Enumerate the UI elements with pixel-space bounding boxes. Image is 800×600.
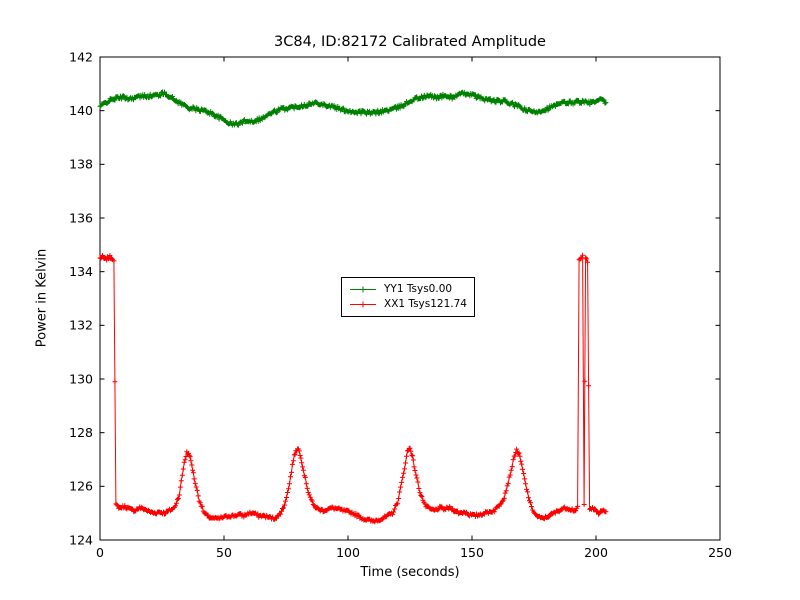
y-tick-label: 124 [69, 532, 93, 547]
series-yy1-markers [97, 89, 609, 128]
legend-entry: YY1 Tsys0.00 [348, 282, 467, 297]
y-tick-label: 140 [69, 103, 93, 118]
x-tick-label: 250 [708, 545, 732, 560]
x-tick-label: 200 [584, 545, 608, 560]
y-tick-label: 132 [69, 318, 93, 333]
y-tick-label: 142 [69, 49, 93, 64]
y-tick-label: 126 [69, 479, 93, 494]
y-tick-label: 128 [69, 425, 93, 440]
y-tick-label: 134 [69, 264, 93, 279]
axes-frame [99, 56, 721, 541]
legend-line-sample [350, 286, 376, 293]
y-tick-label: 136 [69, 210, 93, 225]
legend-entry: XX1 Tsys121.74 [348, 297, 467, 312]
legend: YY1 Tsys0.00 XX1 Tsys121.74 [341, 277, 475, 318]
x-tick-label: 150 [460, 545, 484, 560]
legend-entry-label: XX1 Tsys121.74 [384, 298, 467, 311]
x-axis-label: Time (seconds) [360, 565, 460, 580]
x-tick-label: 50 [216, 545, 232, 560]
y-axis-label: Power in Kelvin [34, 248, 50, 348]
series-xx1-markers [97, 252, 609, 525]
chart-title: 3C84, ID:82172 Calibrated Amplitude [274, 34, 546, 50]
y-tick-label: 130 [69, 371, 93, 386]
legend-line-sample [350, 301, 376, 308]
legend-entry-label: YY1 Tsys0.00 [384, 283, 453, 295]
y-tick-label: 138 [69, 157, 93, 172]
x-tick-label: 100 [336, 545, 360, 560]
x-tick-label: 0 [96, 545, 104, 560]
